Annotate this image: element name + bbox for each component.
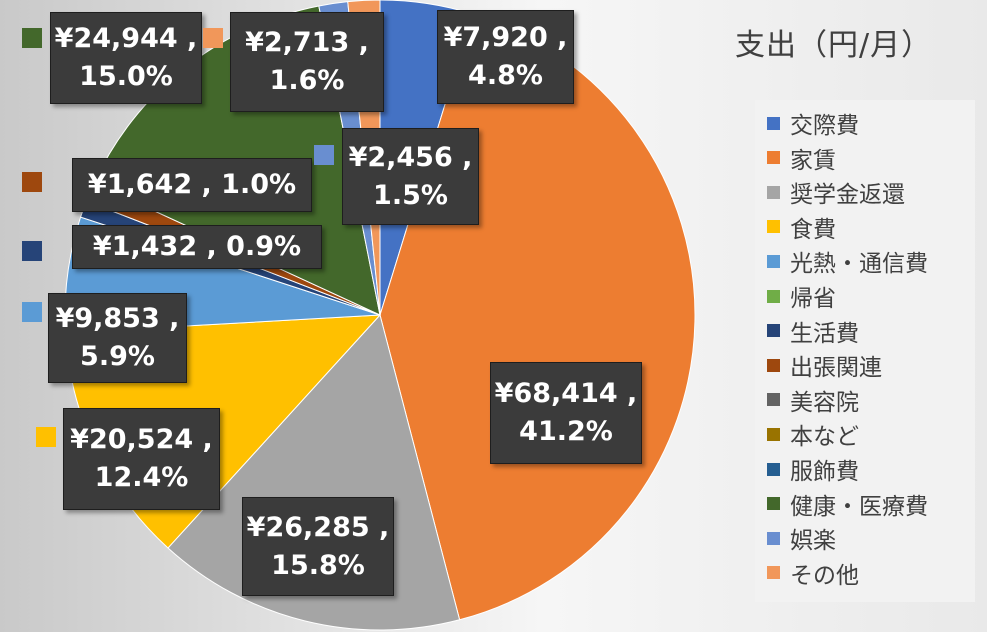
legend-swatch — [767, 462, 780, 476]
legend-swatch — [767, 531, 780, 545]
legend-label: 本など — [790, 424, 859, 451]
legend-label: 奨学金返還 — [790, 182, 905, 209]
legend-swatch — [767, 497, 780, 511]
legend-item: その他 — [767, 556, 859, 590]
legend-label: 生活費 — [790, 320, 859, 347]
data-label-value: ¥26,285 , — [246, 511, 390, 543]
legend-item: 服飾費 — [767, 452, 859, 486]
data-label-percent: 5.9% — [80, 341, 155, 372]
legend-item: 出張関連 — [767, 348, 882, 382]
legend-label: 服飾費 — [790, 459, 859, 485]
data-label-percent: 41.2% — [519, 416, 613, 447]
data-label: ¥1,642 , 1.0% — [72, 158, 312, 212]
legend-label: 食費 — [790, 216, 836, 243]
legend-item: 本など — [767, 417, 859, 451]
chart-title: 支出（円/月） — [735, 28, 933, 63]
data-label-percent: 4.8% — [468, 60, 543, 91]
data-label-key — [22, 302, 42, 322]
legend-item: 奨学金返還 — [767, 175, 905, 209]
data-label-value: ¥1,432 , 0.9% — [92, 231, 302, 262]
legend-swatch — [767, 220, 780, 234]
legend-item: 娯楽 — [767, 521, 836, 555]
legend-swatch — [767, 254, 780, 268]
legend-swatch — [767, 393, 780, 407]
data-label: ¥24,944 , 15.0% — [50, 12, 202, 104]
data-label: ¥9,853 , 5.9% — [48, 293, 187, 383]
data-label: ¥26,285 , 15.8% — [242, 497, 394, 596]
data-label-key — [36, 427, 56, 447]
data-label-value: ¥7,920 , — [443, 22, 568, 53]
legend-label: 家賃 — [790, 147, 836, 174]
legend-item: 生活費 — [767, 314, 859, 348]
data-label-value: ¥20,524 , — [70, 424, 213, 455]
legend-item: 帰省 — [767, 279, 836, 313]
legend-label: 光熱・通信費 — [790, 251, 928, 278]
data-label-percent: 1.6% — [269, 65, 345, 96]
legend-swatch — [767, 185, 780, 199]
legend-swatch — [767, 566, 780, 580]
legend-item: 光熱・通信費 — [767, 244, 928, 278]
legend-swatch — [767, 116, 780, 130]
data-label: ¥68,414 , 41.2% — [490, 362, 642, 464]
legend-swatch — [767, 358, 780, 372]
data-label-percent: 12.4% — [94, 462, 189, 493]
data-label-key — [314, 145, 334, 165]
legend-label: 娯楽 — [790, 528, 836, 555]
data-label-value: ¥2,713 , — [245, 27, 369, 58]
data-label: ¥7,920 , 4.8% — [437, 10, 574, 104]
data-label-value: ¥1,642 , 1.0% — [87, 169, 297, 200]
legend-item: 交際費 — [767, 106, 859, 140]
data-label-key — [203, 28, 223, 48]
data-label: ¥1,432 , 0.9% — [72, 225, 322, 269]
legend-item: 美容院 — [767, 383, 859, 417]
data-label: ¥2,713 , 1.6% — [230, 12, 384, 112]
data-label-percent: 1.5% — [373, 179, 448, 211]
data-label-key — [22, 172, 42, 192]
legend-label: 帰省 — [790, 286, 836, 312]
legend-label: 出張関連 — [790, 355, 882, 382]
legend-swatch — [767, 151, 780, 165]
legend-label: その他 — [790, 562, 859, 589]
legend-label: 健康・医療費 — [790, 493, 928, 520]
legend-swatch — [767, 324, 780, 338]
legend-swatch — [767, 289, 780, 303]
legend-item: 食費 — [767, 210, 836, 244]
data-label-percent: 15.8% — [271, 549, 365, 581]
data-label-key — [400, 28, 420, 48]
data-label-value: ¥9,853 , — [55, 303, 180, 334]
data-label-value: ¥68,414 , — [494, 378, 638, 409]
legend-swatch — [767, 427, 780, 441]
legend-item: 健康・医療費 — [767, 487, 928, 521]
data-label: ¥20,524 , 12.4% — [63, 408, 220, 510]
legend-label: 交際費 — [790, 113, 859, 139]
data-label: ¥2,456 , 1.5% — [342, 128, 479, 225]
legend: 交際費家賃奨学金返還食費光熱・通信費 帰省生活費出張関連美容院本など服飾費健康・医… — [755, 100, 975, 602]
data-label-key — [22, 28, 42, 48]
data-label-value: ¥24,944 , — [54, 23, 198, 54]
legend-item: 家賃 — [767, 141, 836, 175]
data-label-key — [22, 241, 42, 261]
data-label-percent: 15.0% — [79, 61, 173, 92]
data-label-value: ¥2,456 , — [348, 141, 473, 173]
legend-label: 美容院 — [790, 389, 859, 416]
